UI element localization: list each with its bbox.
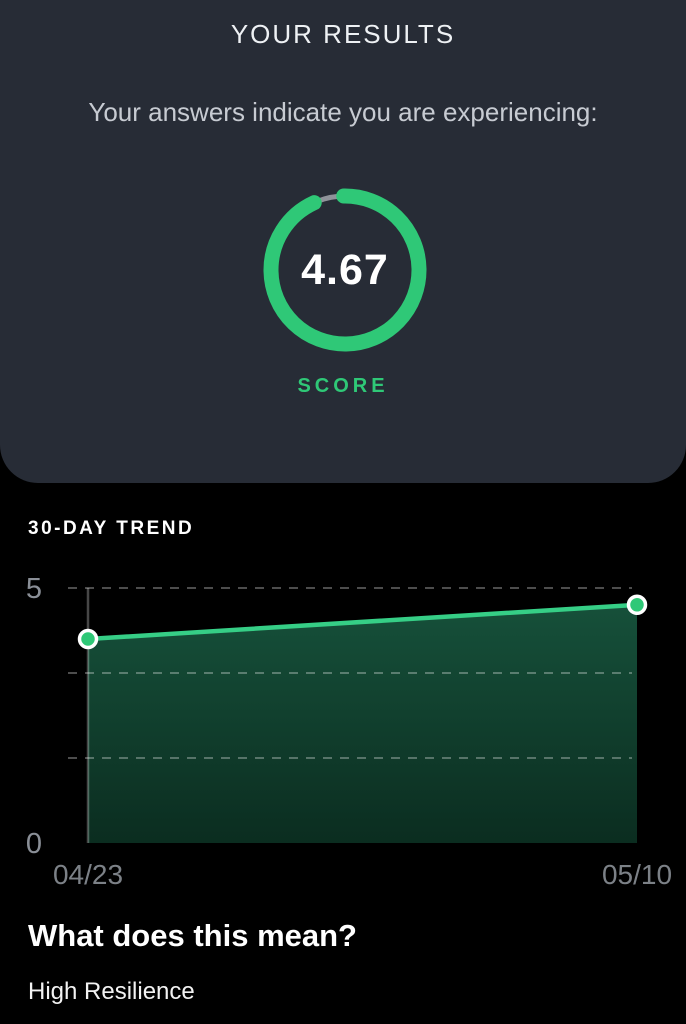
meaning-body: High Resilience [28,978,195,1005]
trend-heading: 30-DAY TREND [28,518,195,539]
trend-area-fill [88,604,637,843]
trend-line [85,602,640,642]
x-axis-date-label: 04/23 [53,859,123,890]
data-point-marker[interactable] [626,594,648,616]
y-axis-tick-label: 0 [26,828,42,860]
results-card: YOUR RESULTS Your answers indicate you a… [0,0,686,483]
data-point-marker[interactable] [77,628,99,650]
x-axis-date-label: 05/10 [602,859,672,890]
meaning-heading: What does this mean? [28,918,357,953]
gauge-progress-arc [263,188,427,352]
trend-chart[interactable]: 5 0 04/23 05/10 [0,570,686,900]
y-axis-tick-label: 5 [26,573,42,605]
score-label: SCORE [297,375,389,397]
score-gauge: 4.67 [260,185,430,355]
score-gauge-ring-icon [263,188,427,352]
results-title: YOUR RESULTS [230,19,456,49]
results-subtitle: Your answers indicate you are experienci… [88,97,598,127]
score-value: 4.67 [301,245,389,294]
